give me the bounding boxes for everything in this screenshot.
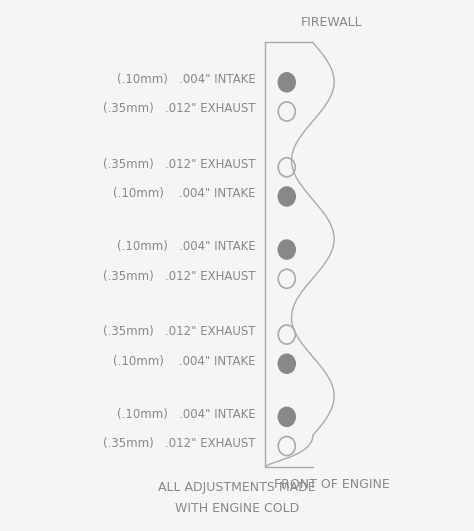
Text: WITH ENGINE COLD: WITH ENGINE COLD	[175, 502, 299, 515]
Text: (.10mm)   .004" INTAKE: (.10mm) .004" INTAKE	[117, 408, 256, 421]
Circle shape	[278, 240, 295, 259]
Text: (.35mm)   .012" EXHAUST: (.35mm) .012" EXHAUST	[103, 270, 256, 282]
Text: (.35mm)   .012" EXHAUST: (.35mm) .012" EXHAUST	[103, 437, 256, 450]
Circle shape	[278, 354, 295, 373]
Text: ALL ADJUSTMENTS MADE: ALL ADJUSTMENTS MADE	[158, 481, 316, 494]
Text: (.10mm)   .004" INTAKE: (.10mm) .004" INTAKE	[117, 73, 256, 86]
Text: (.10mm)    .004" INTAKE: (.10mm) .004" INTAKE	[113, 187, 256, 200]
Text: (.35mm)   .012" EXHAUST: (.35mm) .012" EXHAUST	[103, 158, 256, 171]
Text: (.35mm)   .012" EXHAUST: (.35mm) .012" EXHAUST	[103, 326, 256, 338]
Text: (.10mm)    .004" INTAKE: (.10mm) .004" INTAKE	[113, 355, 256, 367]
Circle shape	[278, 187, 295, 206]
Text: FRONT OF ENGINE: FRONT OF ENGINE	[274, 478, 390, 491]
Circle shape	[278, 73, 295, 92]
Text: (.35mm)   .012" EXHAUST: (.35mm) .012" EXHAUST	[103, 102, 256, 115]
Text: (.10mm)   .004" INTAKE: (.10mm) .004" INTAKE	[117, 241, 256, 253]
Text: FIREWALL: FIREWALL	[301, 16, 363, 29]
Circle shape	[278, 407, 295, 426]
